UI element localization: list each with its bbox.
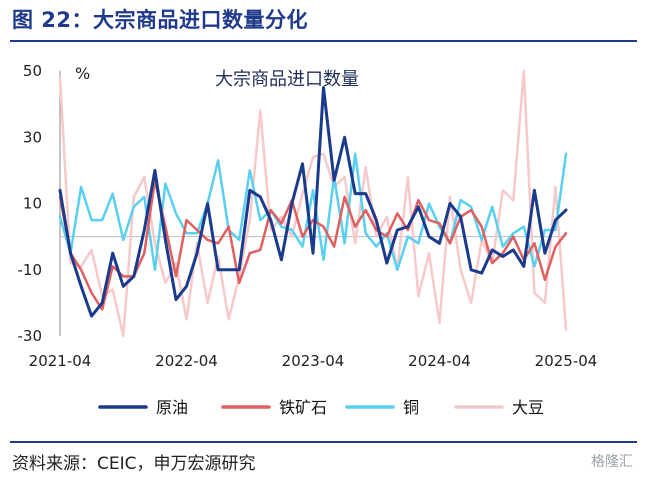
source-note: 资料来源：CEIC，申万宏源研究 bbox=[12, 454, 256, 474]
x-axis-ticks: 2021-04 2022-04 2023-04 2024-04 2025-04 bbox=[29, 352, 598, 370]
chart-inner-title: 大宗商品进口数量 bbox=[215, 69, 359, 90]
y-tick-label: -10 bbox=[18, 261, 43, 279]
watermark-logo: 格隆汇 bbox=[591, 454, 633, 470]
x-tick-label: 2021-04 bbox=[29, 352, 92, 370]
y-tick-label: 50 bbox=[23, 62, 42, 80]
figure-title: 图 22：大宗商品进口数量分化 bbox=[12, 8, 309, 32]
x-tick-label: 2025-04 bbox=[535, 352, 598, 370]
legend-label: 原油 bbox=[156, 398, 188, 417]
y-tick-label: -30 bbox=[18, 327, 43, 345]
series-layer bbox=[58, 69, 568, 338]
y-axis-ticks: -30 -10 10 30 50 bbox=[18, 62, 43, 345]
x-tick-label: 2022-04 bbox=[155, 352, 218, 370]
chart-legend: 原油 铁矿石 铜 大豆 bbox=[98, 398, 544, 417]
source-divider bbox=[10, 441, 637, 443]
commodity-import-chart: -30 -10 10 30 50 2021-04 2022-04 2023-04 2024-0… bbox=[18, 62, 598, 417]
series-line-原油 bbox=[58, 86, 568, 318]
x-tick-label: 2024-04 bbox=[408, 352, 471, 370]
series-line-铁矿石 bbox=[58, 179, 568, 311]
title-divider bbox=[10, 40, 637, 42]
x-tick-label: 2023-04 bbox=[282, 352, 345, 370]
y-axis-unit: % bbox=[75, 64, 90, 83]
legend-label: 铁矿石 bbox=[279, 398, 327, 417]
legend-label: 大豆 bbox=[512, 398, 544, 417]
y-tick-label: 30 bbox=[23, 128, 42, 146]
legend-label: 铜 bbox=[403, 398, 419, 417]
y-tick-label: 10 bbox=[23, 195, 42, 213]
series-line-铜 bbox=[58, 152, 568, 272]
